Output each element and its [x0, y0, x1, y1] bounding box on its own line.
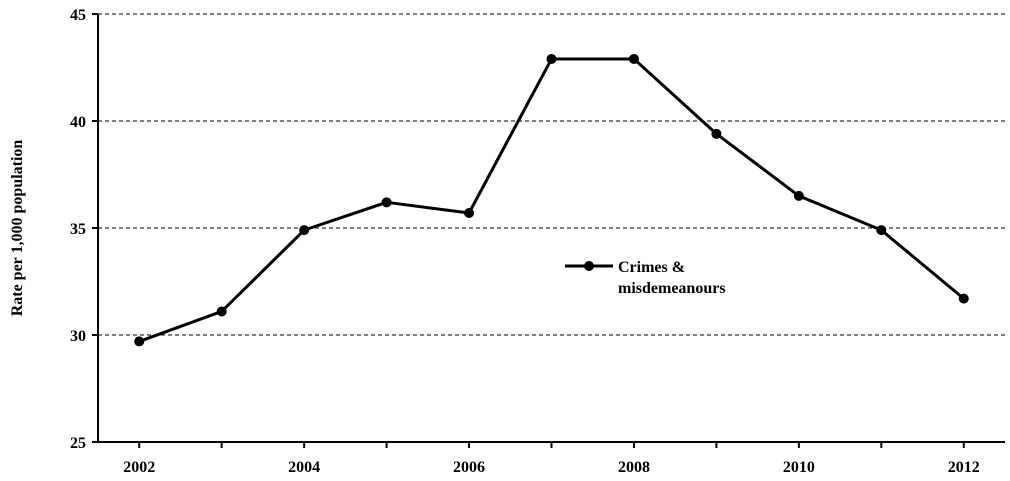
y-axis-title: Rate per 1,000 population [9, 140, 26, 317]
data-point [134, 336, 145, 347]
data-point [628, 53, 639, 64]
y-tick-label: 30 [70, 328, 86, 345]
y-tick-label: 35 [70, 221, 86, 238]
x-tick-label: 2010 [783, 459, 815, 476]
legend-marker [584, 261, 594, 271]
data-point [711, 128, 722, 139]
data-point [958, 293, 969, 304]
x-tick-label: 2004 [288, 459, 320, 476]
x-tick-label: 2012 [948, 459, 980, 476]
data-point [299, 225, 310, 236]
x-tick-label: 2008 [618, 459, 650, 476]
data-point [876, 225, 887, 236]
data-point [381, 197, 392, 208]
x-tick-label: 2006 [453, 459, 485, 476]
y-tick-label: 25 [70, 435, 86, 452]
series-line [138, 57, 965, 343]
x-tick-label: 2002 [123, 459, 155, 476]
x-ticks: 2002 2004 2006 2008 2010 2012 [123, 442, 980, 476]
data-point [464, 208, 475, 219]
data-point [546, 53, 557, 64]
y-tick-label: 40 [70, 114, 86, 131]
legend-label: Crimes & misdemeanours [618, 259, 726, 297]
y-tick-label: 45 [70, 7, 86, 24]
y-ticks: 25 30 35 40 45 [70, 7, 98, 452]
legend-label-line: Crimes & [618, 259, 685, 276]
legend-label-line: misdemeanours [618, 280, 726, 297]
legend: Crimes & misdemeanours [565, 259, 726, 297]
data-point [793, 190, 804, 201]
series-layer [134, 53, 969, 347]
data-point [216, 306, 227, 317]
